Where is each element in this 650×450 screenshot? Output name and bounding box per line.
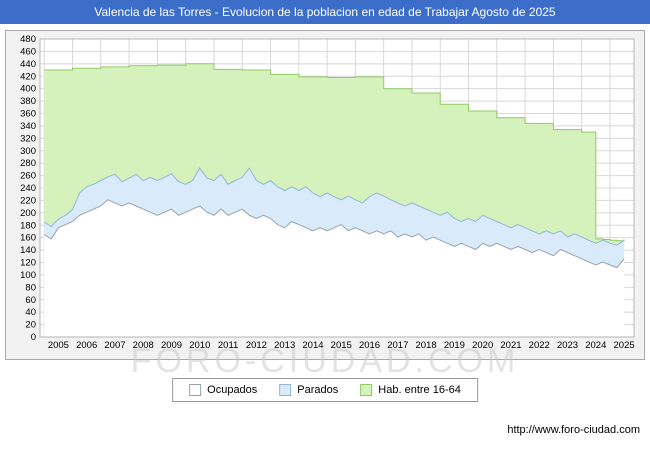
legend-swatch-hab-16-64 xyxy=(360,384,373,396)
svg-text:220: 220 xyxy=(20,195,36,206)
svg-text:280: 280 xyxy=(20,158,36,169)
svg-text:160: 160 xyxy=(20,233,36,244)
svg-text:260: 260 xyxy=(20,171,36,182)
svg-text:40: 40 xyxy=(25,307,36,318)
svg-text:2024: 2024 xyxy=(585,340,606,351)
legend-label-ocupados: Ocupados xyxy=(207,384,258,396)
svg-text:200: 200 xyxy=(20,208,36,219)
svg-text:460: 460 xyxy=(20,46,36,57)
svg-text:2008: 2008 xyxy=(133,340,154,351)
svg-text:100: 100 xyxy=(20,270,36,281)
svg-text:2012: 2012 xyxy=(246,340,267,351)
svg-text:2009: 2009 xyxy=(161,340,182,351)
legend-swatch-ocupados xyxy=(189,384,202,396)
legend: Ocupados Parados Hab. entre 16-64 xyxy=(172,378,478,402)
legend-label-parados: Parados xyxy=(297,384,339,396)
svg-text:440: 440 xyxy=(20,59,36,70)
svg-text:380: 380 xyxy=(20,96,36,107)
svg-text:2006: 2006 xyxy=(76,340,97,351)
svg-text:320: 320 xyxy=(20,133,36,144)
svg-text:240: 240 xyxy=(20,183,36,194)
page-title: Valencia de las Torres - Evolucion de la… xyxy=(94,5,556,19)
svg-text:2005: 2005 xyxy=(48,340,69,351)
svg-text:80: 80 xyxy=(25,282,36,293)
svg-text:180: 180 xyxy=(20,220,36,231)
svg-text:360: 360 xyxy=(20,109,36,120)
legend-swatch-parados xyxy=(279,384,292,396)
svg-text:120: 120 xyxy=(20,258,36,269)
svg-text:2025: 2025 xyxy=(614,340,635,351)
svg-text:2022: 2022 xyxy=(529,340,550,351)
svg-text:2007: 2007 xyxy=(104,340,125,351)
svg-text:2015: 2015 xyxy=(331,340,352,351)
svg-text:480: 480 xyxy=(20,34,36,45)
svg-text:2023: 2023 xyxy=(557,340,578,351)
svg-text:2010: 2010 xyxy=(189,340,210,351)
svg-text:60: 60 xyxy=(25,295,36,306)
svg-text:300: 300 xyxy=(20,146,36,157)
legend-item-parados: Parados xyxy=(279,384,338,396)
svg-text:20: 20 xyxy=(25,320,36,331)
svg-text:2014: 2014 xyxy=(302,340,323,351)
svg-text:2018: 2018 xyxy=(416,340,437,351)
legend-item-ocupados: Ocupados xyxy=(189,384,257,396)
svg-text:400: 400 xyxy=(20,84,36,95)
legend-item-hab-16-64: Hab. entre 16-64 xyxy=(360,384,461,396)
title-bar: Valencia de las Torres - Evolucion de la… xyxy=(0,0,650,24)
svg-text:2021: 2021 xyxy=(500,340,521,351)
svg-text:2016: 2016 xyxy=(359,340,380,351)
svg-text:420: 420 xyxy=(20,71,36,82)
svg-text:2017: 2017 xyxy=(387,340,408,351)
svg-text:2013: 2013 xyxy=(274,340,295,351)
svg-text:0: 0 xyxy=(31,332,36,343)
svg-text:2019: 2019 xyxy=(444,340,465,351)
svg-text:2011: 2011 xyxy=(218,340,238,351)
population-chart: 0 20 40 60 80 100 120 140 160 180 200 220 240 260 280 3… xyxy=(5,30,645,360)
site-url-link[interactable]: http://www.foro-ciudad.com xyxy=(507,424,640,436)
svg-text:140: 140 xyxy=(20,245,36,256)
chart-svg: 0204060801001201401601802002202402602803… xyxy=(20,34,635,351)
svg-text:340: 340 xyxy=(20,121,36,132)
legend-label-hab-16-64: Hab. entre 16-64 xyxy=(378,384,461,396)
svg-text:2020: 2020 xyxy=(472,340,493,351)
